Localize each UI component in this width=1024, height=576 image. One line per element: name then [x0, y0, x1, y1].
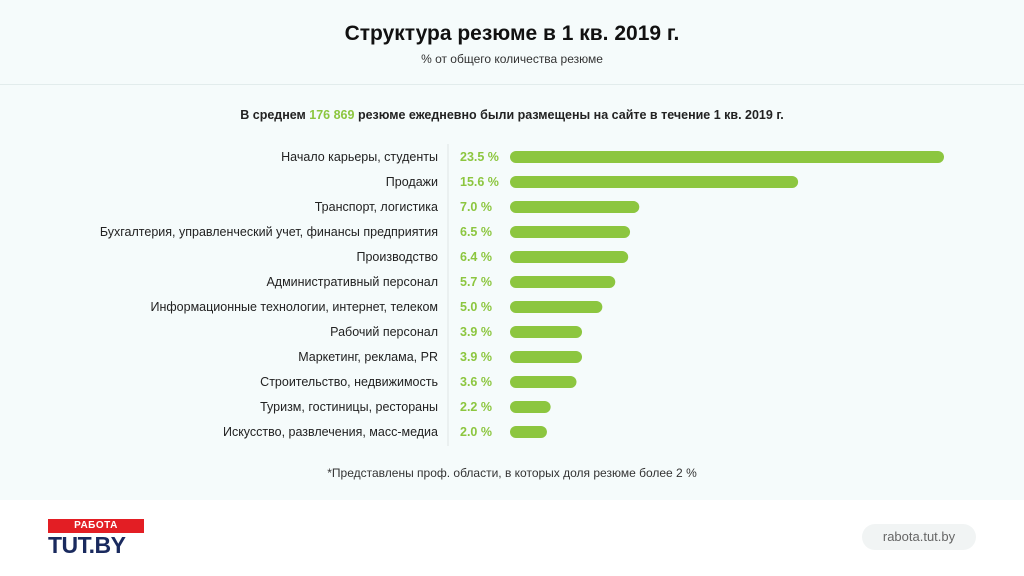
value-label: 23.5 %	[460, 150, 499, 164]
average-note: В среднем 176 869 резюме ежедневно были …	[0, 108, 1024, 122]
chart-title: Структура резюме в 1 кв. 2019 г.	[344, 22, 680, 45]
category-label: Транспорт, логистика	[315, 200, 438, 214]
tutby-logo: РАБОТА TUT.BY	[48, 519, 144, 557]
bar	[510, 426, 547, 438]
category-label: Туризм, гостиницы, рестораны	[260, 400, 438, 414]
bar	[510, 351, 583, 363]
bar	[510, 326, 583, 338]
category-label: Начало карьеры, студенты	[281, 150, 438, 164]
value-label: 6.4 %	[460, 250, 492, 264]
value-label: 3.9 %	[460, 325, 492, 339]
value-label: 3.6 %	[460, 375, 492, 389]
category-label: Административный персонал	[266, 275, 438, 289]
bar	[510, 301, 603, 313]
note-suffix: резюме ежедневно были размещены на сайте…	[354, 108, 784, 122]
category-label: Маркетинг, реклама, PR	[298, 350, 438, 364]
category-label: Продажи	[386, 175, 438, 189]
bar	[510, 376, 577, 388]
category-label: Строительство, недвижимость	[260, 375, 438, 389]
logo-top-text: РАБОТА	[48, 519, 144, 533]
footnote: *Представлены проф. области, в которых д…	[327, 466, 697, 480]
note-prefix: В среднем	[240, 108, 310, 122]
footer	[0, 500, 1024, 576]
category-label: Искусство, развлечения, масс-медиа	[223, 425, 438, 439]
value-label: 6.5 %	[460, 225, 492, 239]
header-divider	[0, 84, 1024, 85]
category-label: Информационные технологии, интернет, тел…	[151, 300, 439, 314]
bar	[510, 151, 944, 163]
bar	[510, 401, 551, 413]
bar-chart: Начало карьеры, студенты 23.5 % Продажи 15.…	[100, 144, 944, 446]
bar	[510, 251, 629, 263]
bar	[510, 201, 640, 213]
logo-main-text: TUT.BY	[48, 532, 126, 558]
bar	[510, 176, 799, 188]
category-label: Производство	[356, 250, 438, 264]
value-label: 3.9 %	[460, 350, 492, 364]
category-label: Рабочий персонал	[330, 325, 438, 339]
value-label: 2.2 %	[460, 400, 492, 414]
value-label: 5.0 %	[460, 300, 492, 314]
bar	[510, 276, 616, 288]
chart-subtitle: % от общего количества резюме	[421, 52, 603, 66]
value-label: 5.7 %	[460, 275, 492, 289]
site-url[interactable]: rabota.tut.by	[862, 524, 976, 550]
value-label: 15.6 %	[460, 175, 499, 189]
category-label: Бухгалтерия, управленческий учет, финанс…	[100, 225, 438, 239]
header: Структура резюме в 1 кв. 2019 г. % от об…	[0, 0, 1024, 84]
value-label: 2.0 %	[460, 425, 492, 439]
note-highlight-value: 176 869	[309, 108, 355, 122]
bar	[510, 226, 631, 238]
value-label: 7.0 %	[460, 200, 492, 214]
